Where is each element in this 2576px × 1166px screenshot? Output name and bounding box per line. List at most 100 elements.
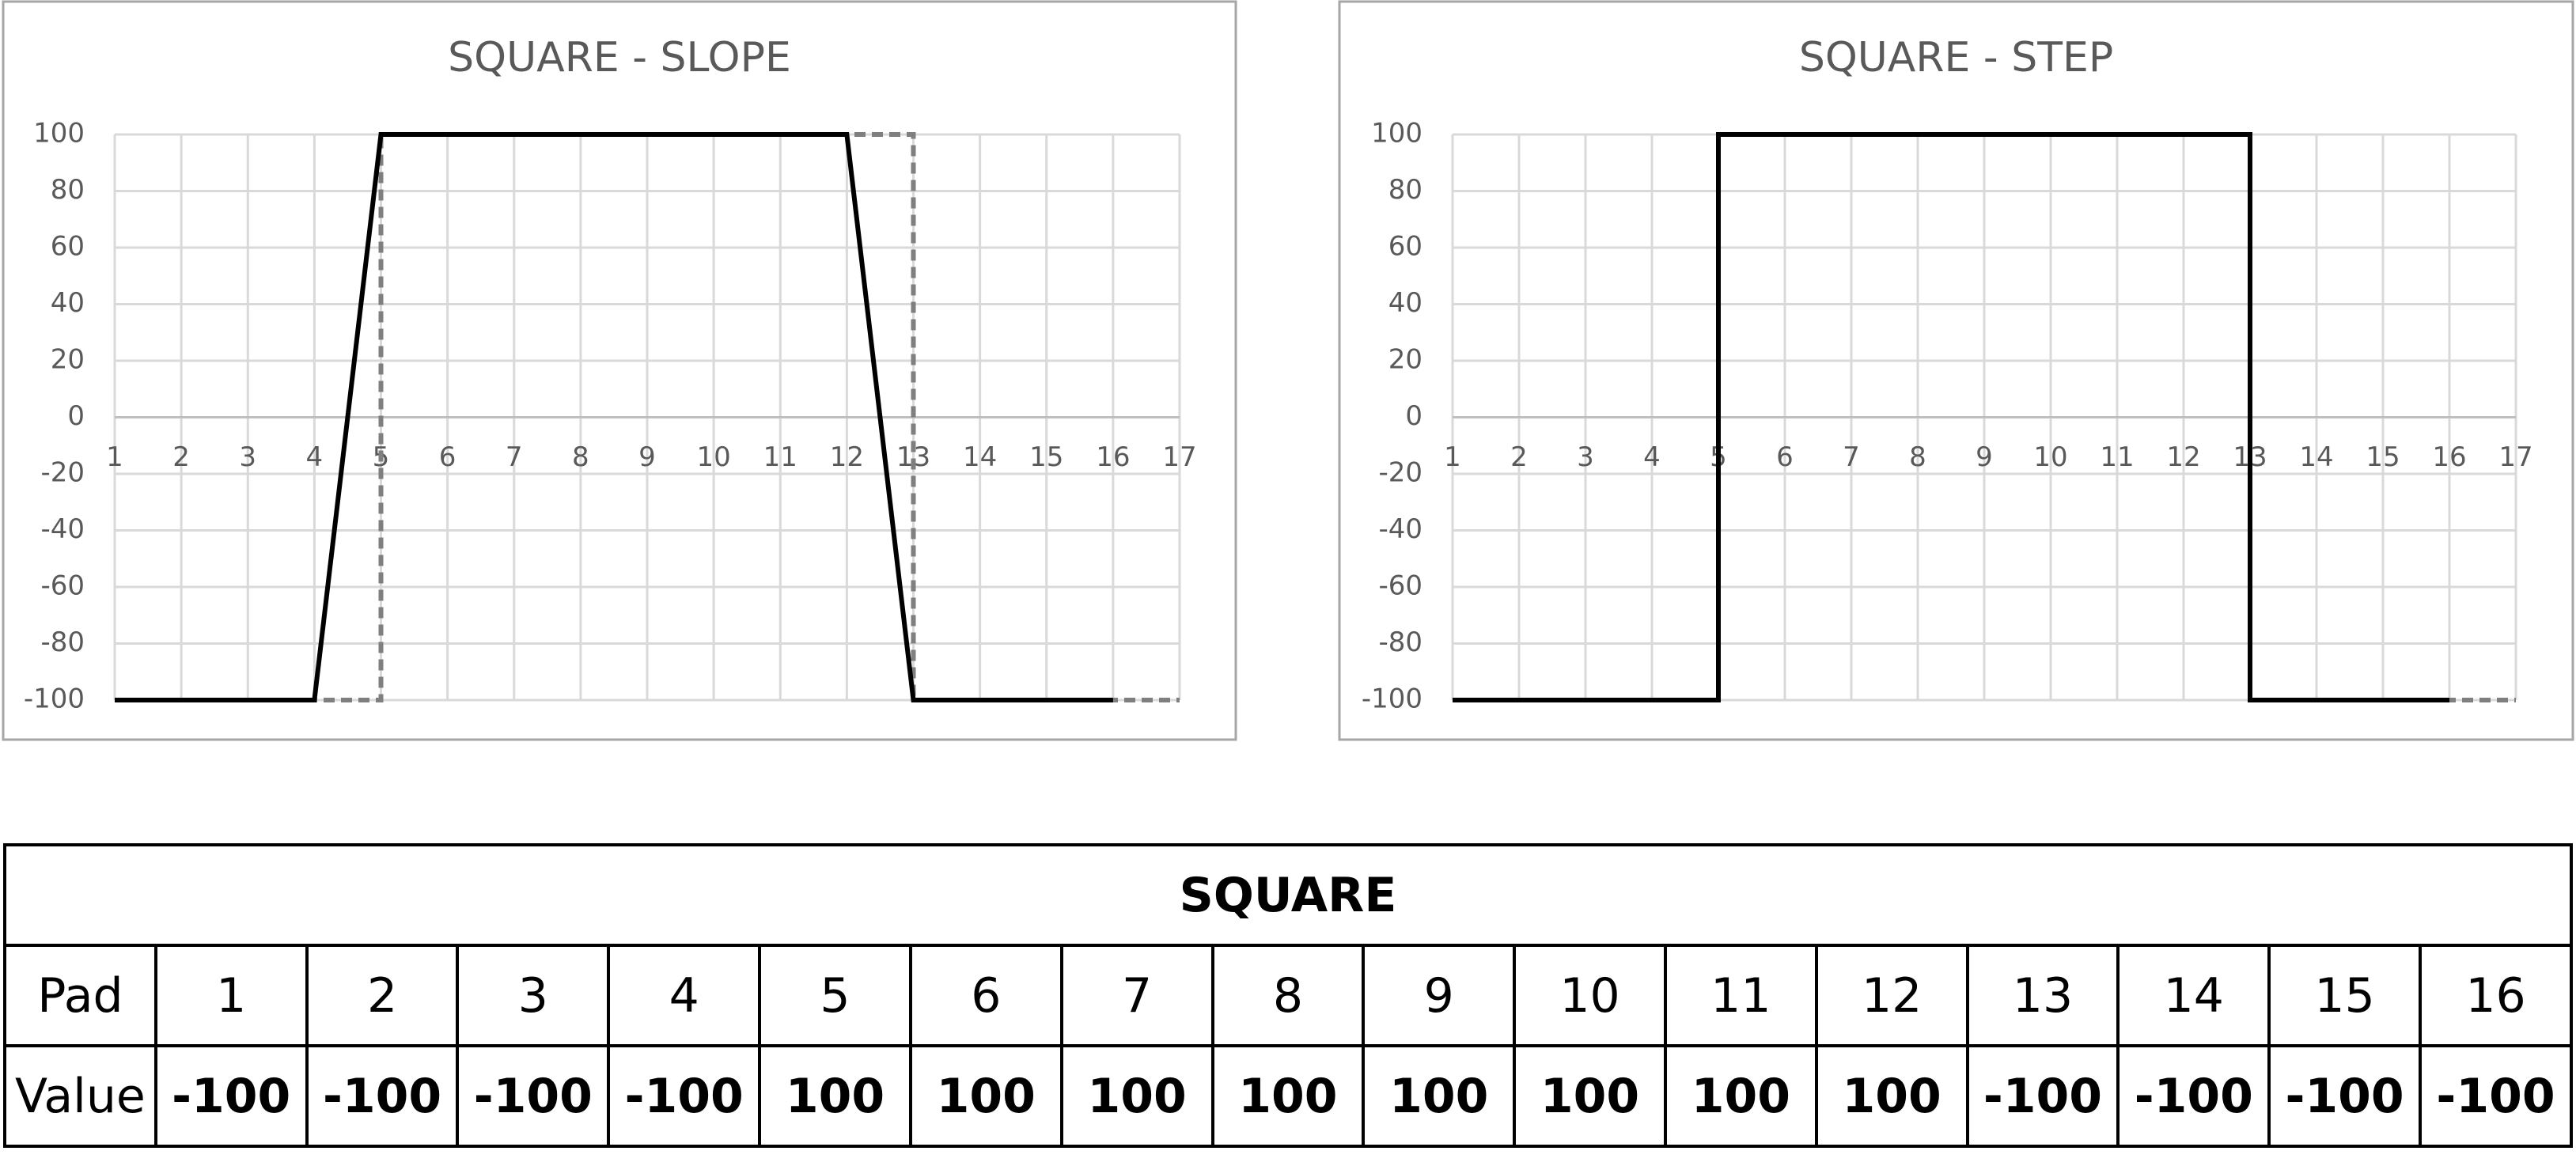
y-tick-label: 80 — [1388, 174, 1422, 206]
x-tick-label: 4 — [1643, 441, 1661, 473]
x-tick-label: 1 — [106, 441, 123, 473]
row-header: Pad — [3, 944, 157, 1047]
table-cell: 15 — [2267, 944, 2422, 1047]
x-tick-label: 11 — [2100, 441, 2134, 473]
y-tick-label: -20 — [1378, 457, 1422, 489]
table-cell: 100 — [1210, 1044, 1366, 1148]
x-tick-label: 11 — [763, 441, 797, 473]
x-tick-label: 3 — [239, 441, 256, 473]
table-cell: 7 — [1059, 944, 1214, 1047]
x-tick-label: 10 — [696, 441, 730, 473]
table-cell: -100 — [2267, 1044, 2422, 1148]
x-tick-label: 4 — [306, 441, 324, 473]
x-tick-label: 7 — [1843, 441, 1860, 473]
x-tick-label: 12 — [2166, 441, 2200, 473]
x-tick-label: 17 — [2498, 441, 2532, 473]
x-tick-label: 3 — [1577, 441, 1594, 473]
table-cell: 100 — [1362, 1044, 1517, 1148]
table-cell: -100 — [1965, 1044, 2120, 1148]
table-cell: 16 — [2419, 944, 2573, 1047]
y-tick-label: 20 — [51, 344, 85, 376]
table-cell: -100 — [2116, 1044, 2271, 1148]
y-tick-label: -60 — [40, 570, 85, 602]
y-tick-label: 60 — [1388, 231, 1422, 263]
x-tick-label: 6 — [1776, 441, 1794, 473]
table-title: SQUARE — [3, 843, 2573, 947]
y-tick-label: -20 — [40, 457, 85, 489]
y-tick-label: -100 — [24, 683, 85, 715]
table-cell: -100 — [2419, 1044, 2573, 1148]
y-tick-label: 40 — [51, 287, 85, 319]
chart-frame — [2, 0, 1237, 741]
series-line — [1453, 132, 2449, 702]
x-tick-label: 2 — [1510, 441, 1528, 473]
x-tick-label: 16 — [2432, 441, 2466, 473]
table-cell: 5 — [758, 944, 912, 1047]
table-cell: 100 — [1663, 1044, 1818, 1148]
table-cell: 100 — [1513, 1044, 1667, 1148]
table-cell: 11 — [1663, 944, 1818, 1047]
x-tick-label: 14 — [963, 441, 997, 473]
table-cell: -100 — [305, 1044, 460, 1148]
table-cell: 3 — [456, 944, 611, 1047]
series-line — [115, 132, 1113, 702]
table-cell: -100 — [456, 1044, 611, 1148]
table-cell: 9 — [1362, 944, 1517, 1047]
chart-frame — [1338, 0, 2574, 741]
table-cell: 12 — [1814, 944, 1969, 1047]
x-tick-label: 12 — [830, 441, 864, 473]
table-cell: 100 — [1059, 1044, 1214, 1148]
x-tick-label: 17 — [1162, 441, 1196, 473]
x-tick-label: 8 — [1909, 441, 1926, 473]
table-cell: 100 — [1814, 1044, 1969, 1148]
y-tick-label: 100 — [33, 118, 85, 150]
table-cell: 1 — [153, 944, 309, 1047]
charts: SQUARE - SLOPE-100-80-60-40-200204060801… — [2, 0, 2574, 741]
table-cell: 8 — [1210, 944, 1366, 1047]
y-tick-label: -80 — [1378, 627, 1422, 658]
chart-title: SQUARE - STEP — [1799, 34, 2113, 81]
table-cell: 14 — [2116, 944, 2271, 1047]
y-tick-label: 20 — [1388, 344, 1422, 376]
x-tick-label: 9 — [1976, 441, 1993, 473]
y-tick-label: 0 — [1405, 400, 1422, 432]
table-cell: 100 — [758, 1044, 912, 1148]
x-tick-label: 7 — [506, 441, 523, 473]
y-tick-label: -40 — [1378, 513, 1422, 545]
table-cell: 10 — [1513, 944, 1667, 1047]
table-cell: -100 — [153, 1044, 309, 1148]
y-tick-label: -40 — [40, 513, 85, 545]
chart: SQUARE - SLOPE -100 -80 -60 -40 -20 0 20 40 60 80 1… — [2, 0, 1237, 741]
y-tick-label: -100 — [1362, 683, 1422, 715]
row-header: Value — [3, 1044, 157, 1148]
x-tick-label: 14 — [2299, 441, 2333, 473]
x-tick-label: 15 — [2366, 441, 2400, 473]
table-row: Value -100 -100 -100 -100 100 100 100 100 100 100 1… — [3, 1044, 2573, 1148]
x-tick-label: 15 — [1029, 441, 1063, 473]
chart: SQUARE - STEP -100 -80 -60 -40 -20 0 20 40 60 80 10… — [1338, 0, 2574, 741]
table-cell: 100 — [908, 1044, 1063, 1148]
table-cell: -100 — [607, 1044, 762, 1148]
y-tick-label: -60 — [1378, 570, 1422, 602]
table-row: Pad 1 2 3 4 5 6 7 8 9 10 11 12 13 14 15 16 — [3, 944, 2573, 1047]
data-table: SQUARE Pad 1 2 3 4 5 6 7 8 9 10 11 12 13 14 15 16 Value -1… — [3, 843, 2573, 1148]
x-tick-label: 10 — [2033, 441, 2067, 473]
y-tick-label: -80 — [40, 627, 85, 658]
y-tick-label: 0 — [67, 400, 85, 432]
x-tick-label: 9 — [638, 441, 656, 473]
x-tick-label: 16 — [1096, 441, 1130, 473]
x-tick-label: 2 — [172, 441, 190, 473]
x-tick-label: 6 — [439, 441, 456, 473]
x-tick-label: 1 — [1444, 441, 1461, 473]
y-tick-label: 40 — [1388, 287, 1422, 319]
title-row: SQUARE — [3, 843, 2573, 947]
y-tick-label: 80 — [51, 174, 85, 206]
y-tick-label: 100 — [1371, 118, 1422, 150]
chart-title: SQUARE - SLOPE — [448, 34, 791, 81]
y-tick-label: 60 — [51, 231, 85, 263]
x-tick-label: 8 — [572, 441, 589, 473]
table-cell: 2 — [305, 944, 460, 1047]
table-cell: 6 — [908, 944, 1063, 1047]
table-cell: 4 — [607, 944, 762, 1047]
